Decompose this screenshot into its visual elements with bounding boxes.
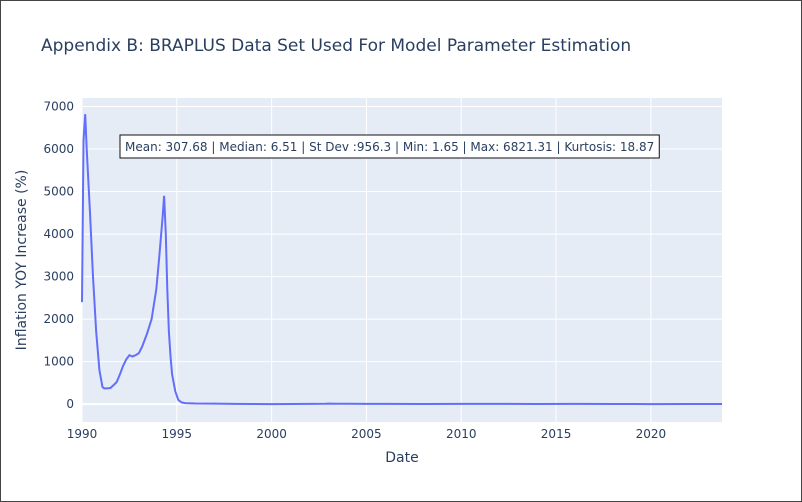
y-tick-label: 3000 — [43, 270, 74, 284]
y-tick-labels: 0 1000 2000 3000 4000 5000 6000 7000 — [43, 100, 74, 412]
x-tick-label: 1990 — [67, 427, 98, 441]
series-line — [81, 114, 722, 406]
x-tick-label: 2020 — [636, 427, 667, 441]
stats-annotation: Mean: 307.68 | Median: 6.51 | St Dev :95… — [119, 134, 660, 159]
x-tick-label: 2000 — [256, 427, 287, 441]
y-axis-title: Inflation YOY Increase (%) — [14, 170, 30, 351]
y-tick-label: 4000 — [43, 227, 74, 241]
x-tick-label: 2015 — [541, 427, 572, 441]
stats-annotation-box — [119, 134, 660, 159]
x-axis-title: Date — [385, 450, 418, 466]
x-tick-label: 2005 — [351, 427, 382, 441]
y-tick-label: 6000 — [43, 142, 74, 156]
y-tick-label: 7000 — [43, 100, 74, 114]
y-tick-label: 5000 — [43, 185, 74, 199]
chart-title: Appendix B: BRAPLUS Data Set Used For Mo… — [41, 36, 631, 56]
x-tick-label: 1995 — [162, 427, 193, 441]
x-tick-label: 2010 — [446, 427, 477, 441]
y-tick-label: 1000 — [43, 355, 74, 369]
x-tick-labels: 1990 1995 2000 2005 2010 2015 2020 — [67, 427, 666, 441]
y-tick-label: 2000 — [43, 312, 74, 326]
stats-annotation-text: Mean: 307.68 | Median: 6.51 | St Dev :95… — [125, 140, 654, 154]
y-tick-label: 0 — [66, 397, 74, 411]
